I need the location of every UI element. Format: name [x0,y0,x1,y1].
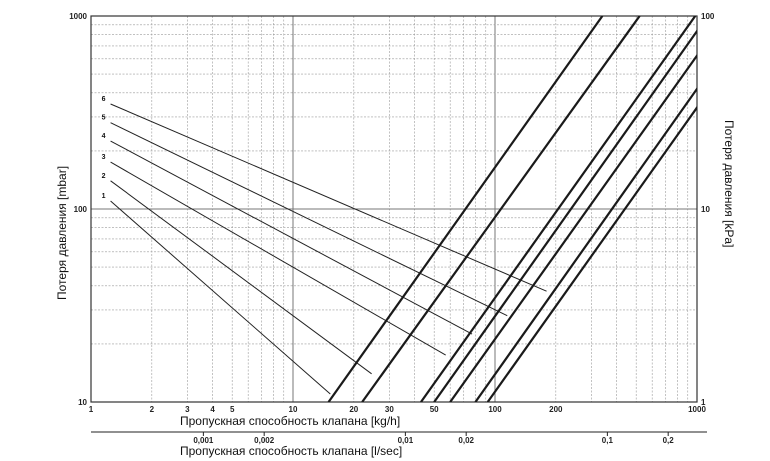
x-tick-label: 50 [430,405,439,414]
x-tick-label: 200 [549,405,563,414]
y2-tick-label: 10 [701,205,710,214]
flow-line-6 [474,86,697,402]
plot-frame [90,15,698,403]
curve-label-4: 4 [102,133,106,140]
axis-titles: Пропускная способность клапана [kg/h] Пр… [55,120,736,458]
x-tick-label: 30 [385,405,394,414]
flow-line-2 [361,16,641,402]
setting-line-4 [110,140,473,335]
x-axis-title: Пропускная способность клапана [kg/h] [180,414,400,428]
x-tick-label: 10 [289,405,298,414]
y-tick-label: 1000 [69,12,87,21]
flow-line-7 [486,105,697,402]
x2-tick-label: 0,02 [458,436,474,445]
x-tick-label: 1000 [688,405,706,414]
x2-tick-label: 0,002 [254,436,275,445]
flow-line-1 [327,16,604,402]
x-tick-label: 100 [488,405,502,414]
x2-tick-label: 0,001 [193,436,214,445]
x2-tick-label: 0,2 [663,436,675,445]
curve-label-6: 6 [102,96,106,103]
data-curves [110,16,697,402]
y2-tick-label: 100 [701,12,715,21]
x-tick-label: 2 [150,405,155,414]
flow-line-5 [449,53,697,402]
grid [90,15,698,403]
setting-line-1 [110,200,331,395]
x2-axis-title: Пропускная способность клапана [l/sec] [180,444,402,458]
curve-label-1: 1 [102,193,106,200]
setting-line-2 [110,180,372,375]
x-tick-label: 4 [210,405,215,414]
curve-label-3: 3 [102,154,106,161]
x2-tick-label: 0,01 [398,436,414,445]
setting-line-3 [110,161,446,356]
x-tick-label: 1 [89,405,94,414]
curve-label-2: 2 [102,173,106,180]
setting-line-6 [110,103,547,292]
y-tick-label: 10 [78,398,87,407]
y2-axis-title: Потеря давления [kPa] [722,120,736,247]
y-axis-title: Потеря давления [mbar] [55,166,69,300]
setting-line-5 [110,122,508,317]
x-tick-label: 5 [230,405,235,414]
curve-label-5: 5 [102,115,106,122]
flow-line-4 [433,29,697,402]
y-tick-label: 100 [74,205,88,214]
y2-tick-label: 1 [701,398,706,407]
x2-tick-label: 0,1 [602,436,614,445]
x-tick-label: 3 [185,405,190,414]
flow-line-3 [420,16,697,402]
x-tick-label: 20 [349,405,358,414]
